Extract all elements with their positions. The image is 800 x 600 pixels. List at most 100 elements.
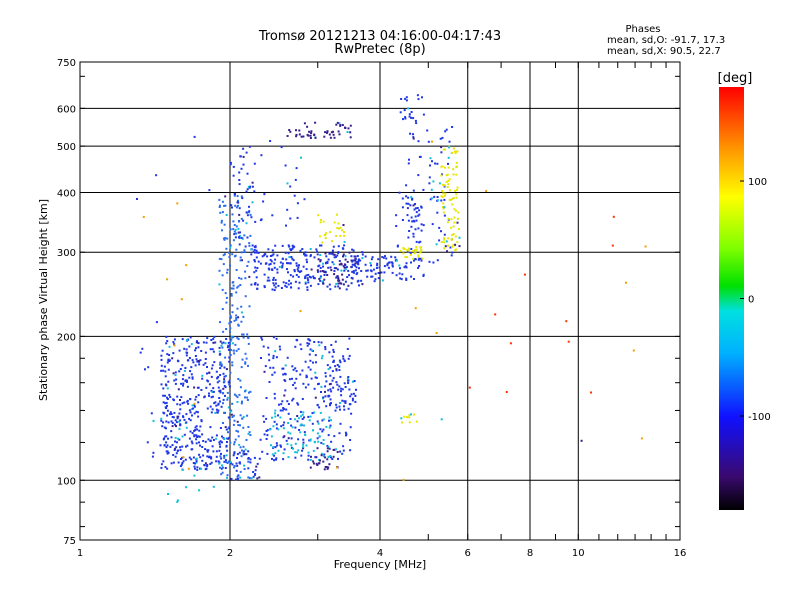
data-point (319, 270, 322, 273)
data-point (166, 278, 169, 281)
data-point (162, 387, 165, 390)
data-point (269, 140, 272, 142)
data-point (250, 248, 253, 251)
data-point (401, 273, 404, 276)
data-point (297, 417, 300, 420)
data-point (361, 251, 364, 254)
data-point (295, 370, 298, 373)
data-point (420, 249, 423, 252)
data-point (311, 422, 314, 425)
data-point (251, 181, 254, 184)
data-point (293, 269, 296, 271)
data-point (332, 245, 335, 248)
data-point (174, 440, 176, 443)
data-point (303, 198, 306, 201)
data-point (337, 222, 340, 225)
data-point (209, 426, 212, 429)
data-point (303, 416, 305, 419)
data-point (150, 412, 153, 415)
data-point (269, 428, 272, 431)
data-point (432, 180, 435, 183)
data-point (209, 405, 212, 408)
data-point (213, 335, 216, 338)
data-point (261, 255, 264, 258)
data-point (301, 449, 304, 452)
data-point (436, 162, 439, 165)
data-point (382, 256, 385, 259)
data-point (337, 251, 340, 254)
data-point (225, 368, 228, 371)
data-point (326, 260, 329, 263)
data-point (337, 130, 340, 133)
data-point (341, 452, 344, 455)
data-point (174, 423, 176, 426)
data-point (220, 457, 223, 460)
data-point (179, 449, 182, 452)
x-tick-label: 6 (465, 548, 471, 559)
data-point (448, 198, 451, 201)
data-point (206, 455, 209, 458)
data-point (360, 270, 363, 272)
data-point (295, 129, 297, 132)
data-point (237, 285, 240, 288)
data-point (193, 404, 196, 406)
data-point (410, 216, 413, 219)
data-point (242, 415, 245, 418)
data-point (244, 270, 247, 273)
data-point (436, 196, 439, 198)
data-point (201, 433, 204, 436)
data-point (176, 449, 179, 452)
data-point (445, 180, 448, 183)
data-point (141, 347, 144, 350)
data-point (245, 453, 248, 456)
data-point (435, 332, 438, 334)
data-point (307, 273, 310, 276)
y-axis-label: Stationary phase Virtual Height [km] (37, 199, 50, 401)
data-point (208, 371, 211, 374)
data-point (165, 420, 168, 423)
data-point (454, 235, 457, 238)
data-point (193, 402, 196, 405)
data-point (218, 462, 221, 465)
data-point (243, 234, 246, 237)
data-point (188, 417, 191, 420)
data-point (235, 318, 238, 321)
data-point (305, 374, 308, 377)
data-point (326, 444, 329, 447)
data-point (219, 440, 222, 443)
data-point (421, 257, 424, 260)
data-point (244, 361, 247, 364)
data-point (416, 207, 419, 209)
data-point (245, 211, 248, 214)
data-point (219, 445, 222, 448)
data-point (448, 146, 450, 149)
data-point (415, 240, 418, 243)
data-point (225, 328, 228, 330)
data-point (443, 214, 446, 217)
data-point (279, 416, 282, 419)
data-point (190, 373, 193, 376)
data-point (246, 396, 249, 399)
data-point (330, 456, 332, 459)
data-point (166, 404, 168, 407)
data-point (412, 250, 415, 253)
data-point (404, 256, 407, 259)
data-point (324, 237, 327, 240)
data-point (273, 371, 276, 374)
data-point (293, 194, 296, 197)
data-point (309, 339, 312, 342)
data-point (181, 456, 184, 459)
data-point (237, 378, 240, 380)
data-point (181, 468, 184, 471)
data-point (267, 276, 270, 279)
data-point (306, 277, 309, 280)
data-point (197, 342, 200, 345)
data-point (231, 336, 234, 339)
data-point (223, 438, 226, 440)
data-point (290, 282, 292, 285)
data-point (222, 341, 225, 344)
data-point (162, 369, 165, 372)
data-point (204, 358, 207, 360)
data-point (322, 460, 325, 463)
data-point (165, 335, 168, 338)
